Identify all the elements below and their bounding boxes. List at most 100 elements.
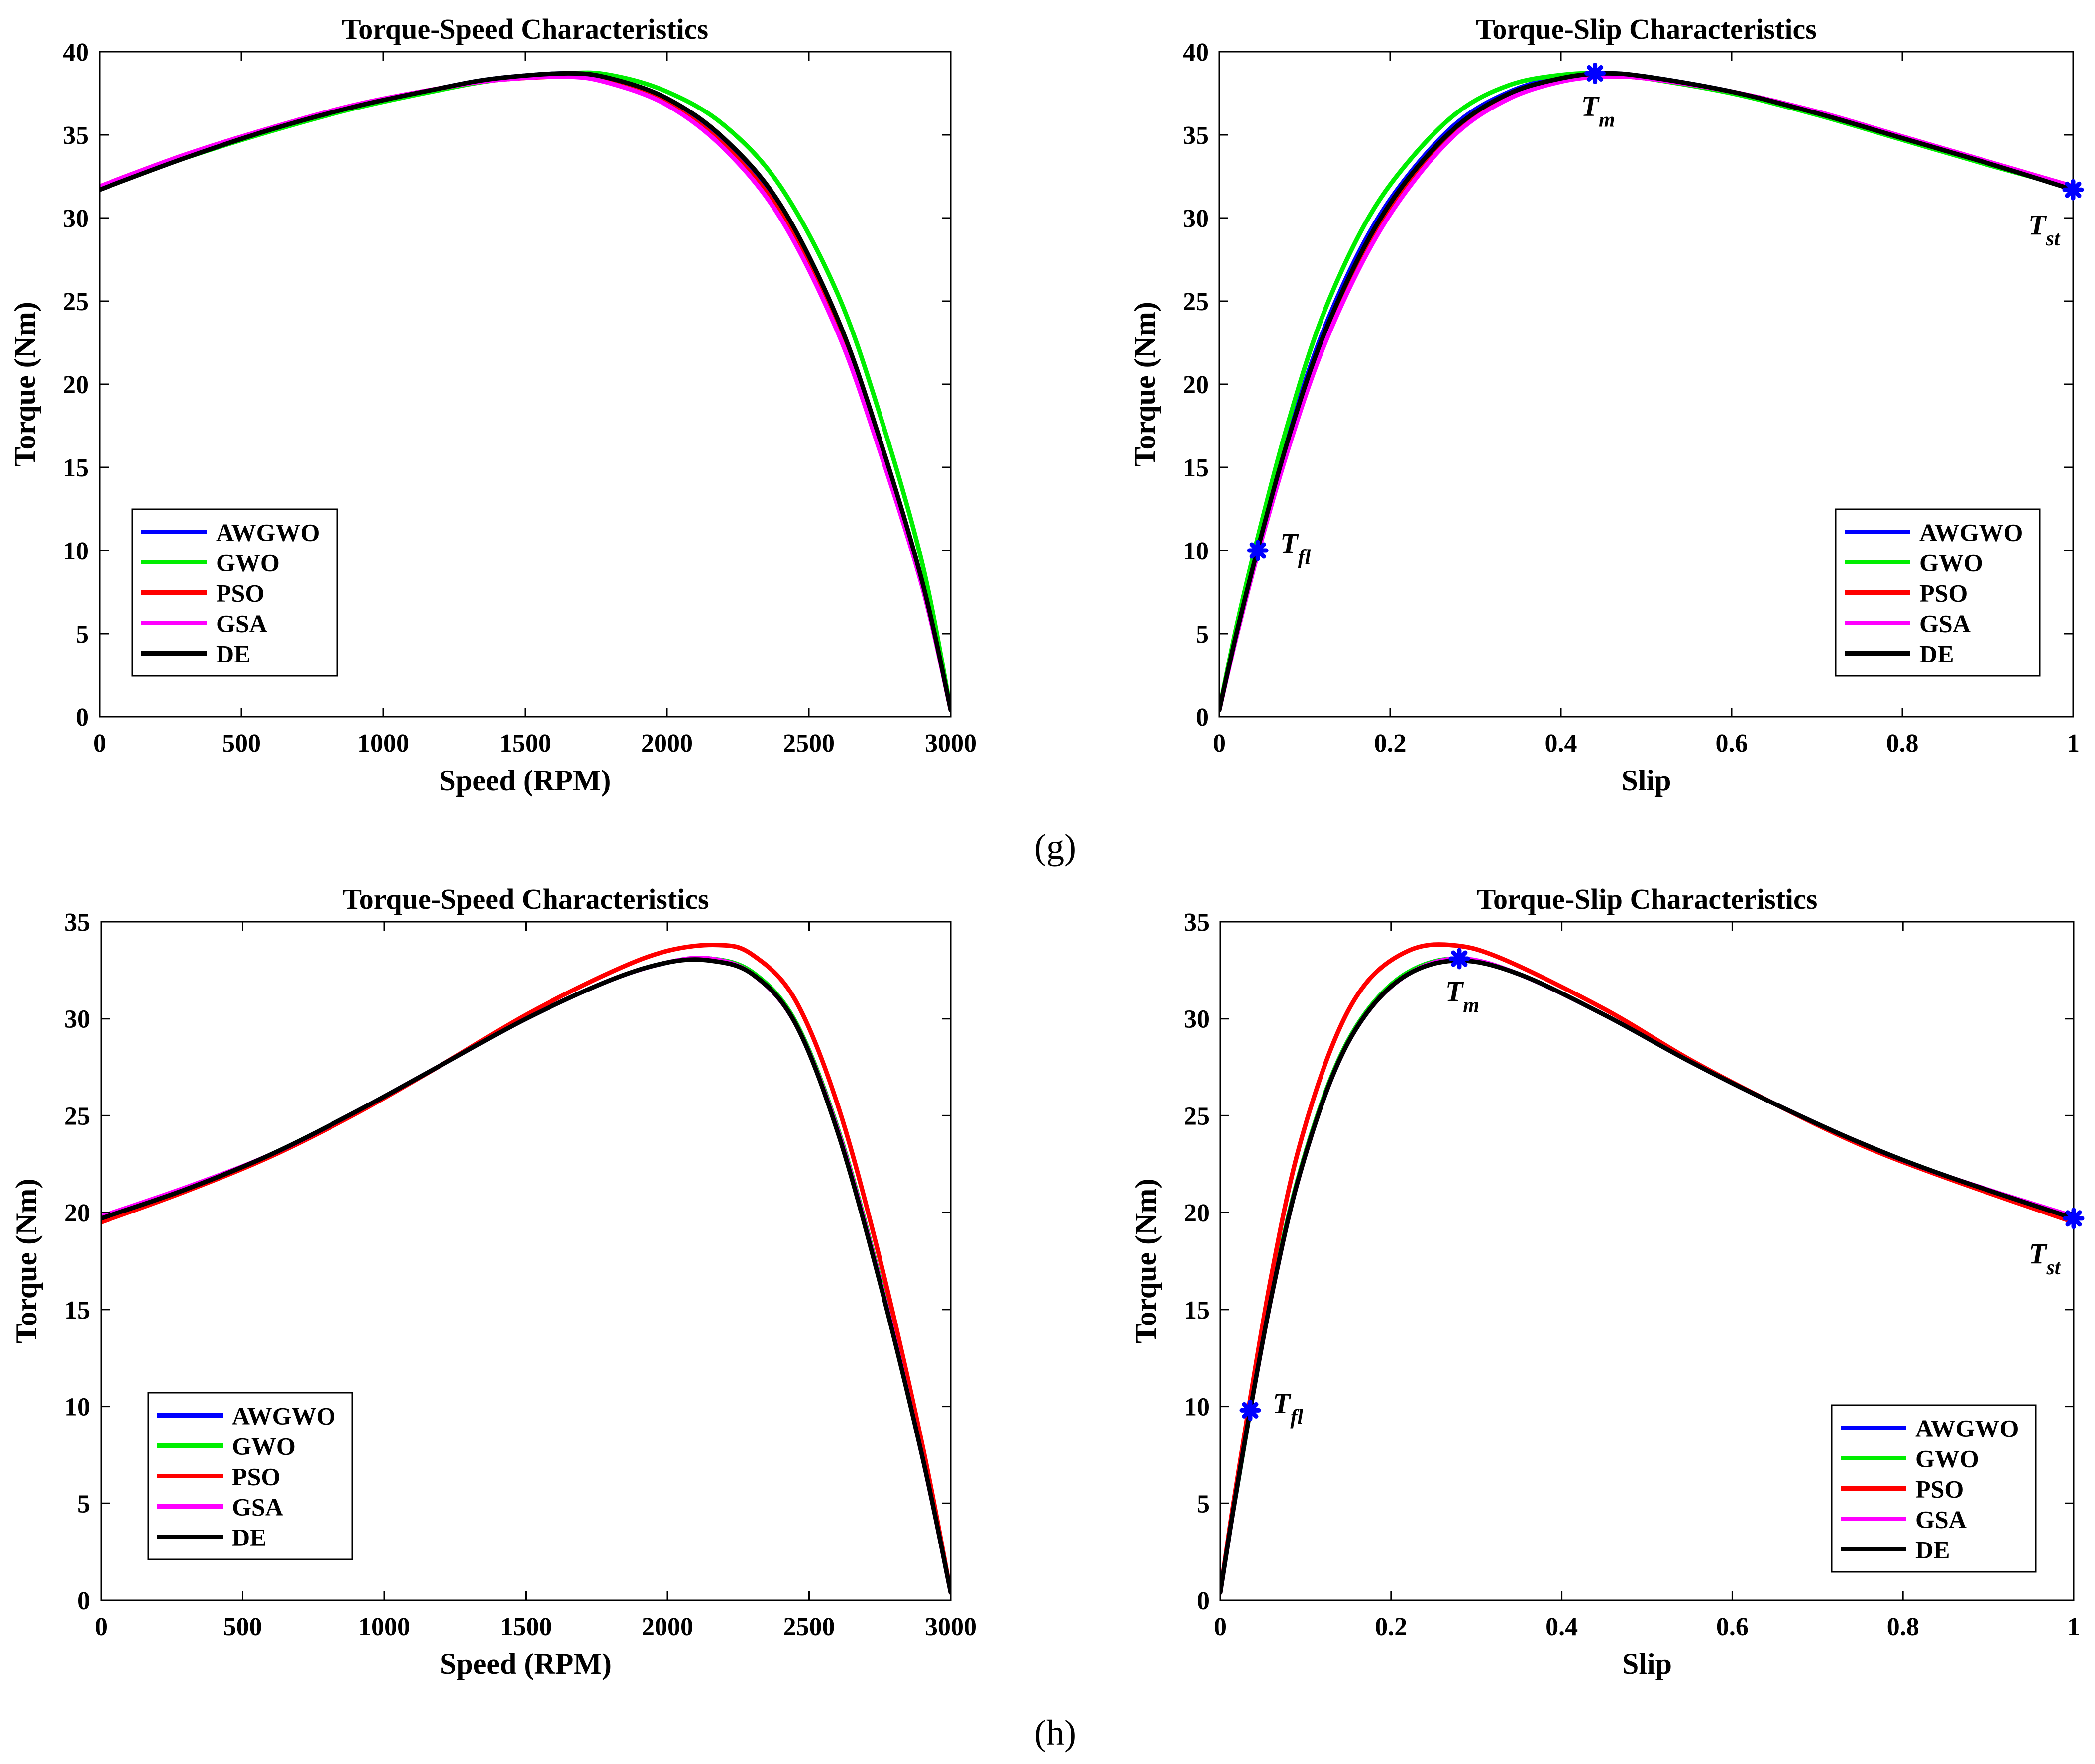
x-tick-label: 2500 — [783, 729, 835, 758]
y-tick-label: 5 — [1196, 620, 1209, 649]
x-tick-label: 500 — [223, 1613, 262, 1641]
marker-label-tfl: Tfl — [1273, 1387, 1303, 1429]
x-tick-label: 1000 — [357, 729, 409, 758]
x-tick-label: 0.8 — [1886, 729, 1919, 758]
y-tick-label: 0 — [77, 1587, 90, 1615]
x-tick-label: 0.2 — [1375, 1613, 1407, 1641]
legend-label-pso: PSO — [216, 579, 264, 607]
series-group — [1220, 942, 2074, 1595]
chart-title: Torque-Slip Characteristics — [1476, 13, 1817, 45]
x-tick-label: 1 — [2067, 729, 2080, 758]
legend-label-pso: PSO — [232, 1463, 280, 1491]
x-tick-label: 0.8 — [1887, 1613, 1919, 1641]
x-axis-label: Speed (RPM) — [440, 764, 611, 797]
chart-g-slip: 0 0.2 0.4 0.6 0.8 10510152025303540Torque-Sli… — [1128, 13, 2084, 797]
y-tick-label: 30 — [63, 205, 89, 233]
marker-label-tm: Tm — [1581, 90, 1615, 131]
y-tick-label: 20 — [1183, 371, 1209, 399]
y-tick-label: 10 — [1184, 1393, 1210, 1422]
x-tick-label: 0 — [1214, 1613, 1227, 1641]
y-tick-label: 10 — [63, 537, 89, 565]
series-group — [1219, 71, 2073, 713]
x-tick-label: 0.4 — [1545, 1613, 1578, 1641]
y-axis-label: Torque (Nm) — [8, 302, 41, 467]
y-tick-label: 35 — [1184, 908, 1210, 937]
y-tick-label: 35 — [1183, 121, 1209, 150]
y-tick-label: 15 — [1183, 454, 1209, 482]
y-tick-label: 5 — [1197, 1490, 1210, 1518]
x-tick-label: 1000 — [358, 1613, 410, 1641]
y-tick-label: 0 — [76, 703, 89, 732]
series-line-de — [1220, 958, 2074, 1595]
axes-box — [1219, 921, 2075, 1601]
y-tick-label: 25 — [64, 1102, 90, 1130]
marker-tm — [1584, 62, 1606, 84]
y-tick-label: 5 — [77, 1490, 90, 1518]
y-tick-label: 35 — [63, 121, 89, 150]
x-axis-label: Slip — [1621, 764, 1671, 797]
legend-label-pso: PSO — [1919, 579, 1968, 607]
series-line-de — [1219, 71, 2073, 713]
legend-label-de: DE — [1915, 1536, 1950, 1564]
x-tick-label: 500 — [222, 729, 261, 758]
y-axis-label: Torque (Nm) — [1128, 302, 1161, 467]
y-tick-label: 20 — [63, 371, 89, 399]
x-axis-label: Speed (RPM) — [440, 1648, 612, 1680]
y-axis-label: Torque (Nm) — [1129, 1179, 1162, 1344]
marker-label-tfl: Tfl — [1280, 527, 1311, 569]
x-tick-label: 0.6 — [1716, 729, 1748, 758]
x-tick-label: 0 — [95, 1613, 108, 1641]
y-tick-label: 30 — [1183, 205, 1209, 233]
y-tick-label: 25 — [63, 288, 89, 316]
y-tick-label: 15 — [64, 1296, 90, 1324]
marker-label-tst: Tst — [2028, 209, 2061, 250]
legend-label-gwo: GWO — [216, 549, 280, 577]
legend-label-gsa: GSA — [1919, 610, 1971, 638]
y-tick-label: 15 — [1184, 1296, 1210, 1324]
chart-title: Torque-Slip Characteristics — [1477, 883, 1818, 915]
legend-label-gwo: GWO — [232, 1433, 296, 1460]
chart-title: Torque-Speed Characteristics — [342, 13, 708, 45]
marker-tfl — [1247, 540, 1269, 561]
x-tick-label: 2000 — [641, 729, 693, 758]
chart-g-speed: 0 500 1000 1500 2000 2500 3000 0 5 10 15 20 25 30 35 40… — [8, 13, 977, 797]
series-line-de — [101, 957, 951, 1595]
x-axis-label: Slip — [1622, 1648, 1672, 1680]
series-line-de — [100, 71, 951, 713]
y-tick-label: 5 — [76, 620, 89, 649]
legend-label-gsa: GSA — [232, 1493, 283, 1521]
x-tick-label: 2500 — [783, 1613, 835, 1641]
marker-label-tst: Tst — [2029, 1237, 2061, 1279]
y-tick-label: 10 — [1183, 537, 1209, 565]
legend-label-de: DE — [216, 640, 250, 668]
y-tick-label: 25 — [1183, 288, 1209, 316]
x-tick-label: 0.4 — [1545, 729, 1577, 758]
x-tick-label: 3000 — [925, 1613, 977, 1641]
y-axis-label: Torque (Nm) — [10, 1179, 43, 1344]
y-tick-label: 25 — [1184, 1102, 1210, 1130]
y-tick-label: 15 — [63, 454, 89, 482]
y-tick-label: 20 — [64, 1199, 90, 1227]
series-group — [101, 943, 951, 1595]
legend-label-de: DE — [232, 1524, 266, 1551]
legend-label-gwo: GWO — [1919, 549, 1983, 577]
y-tick-label: 0 — [1196, 703, 1209, 732]
chart-h-speed: 0 500 1000 1500 2000 2500 3000 0 5 10 15 20 25 30 35 To… — [10, 883, 977, 1680]
legend-label-awgwo: AWGWO — [1919, 519, 2023, 547]
legend-label-gwo: GWO — [1915, 1445, 1979, 1473]
chart-h-slip: 0 0.2 0.4 0.6 0.8 105101520253035Torque-Slip … — [1129, 883, 2085, 1680]
x-tick-label: 0 — [1213, 729, 1226, 758]
x-tick-label: 2000 — [642, 1613, 693, 1641]
y-tick-label: 30 — [1184, 1005, 1210, 1034]
x-tick-label: 0.2 — [1374, 729, 1407, 758]
panel-label-g: (g) — [1034, 827, 1076, 867]
legend-label-pso: PSO — [1915, 1475, 1964, 1503]
chart-title: Torque-Speed Characteristics — [342, 883, 709, 915]
y-tick-label: 40 — [63, 38, 89, 67]
marker-tm — [1448, 948, 1470, 970]
